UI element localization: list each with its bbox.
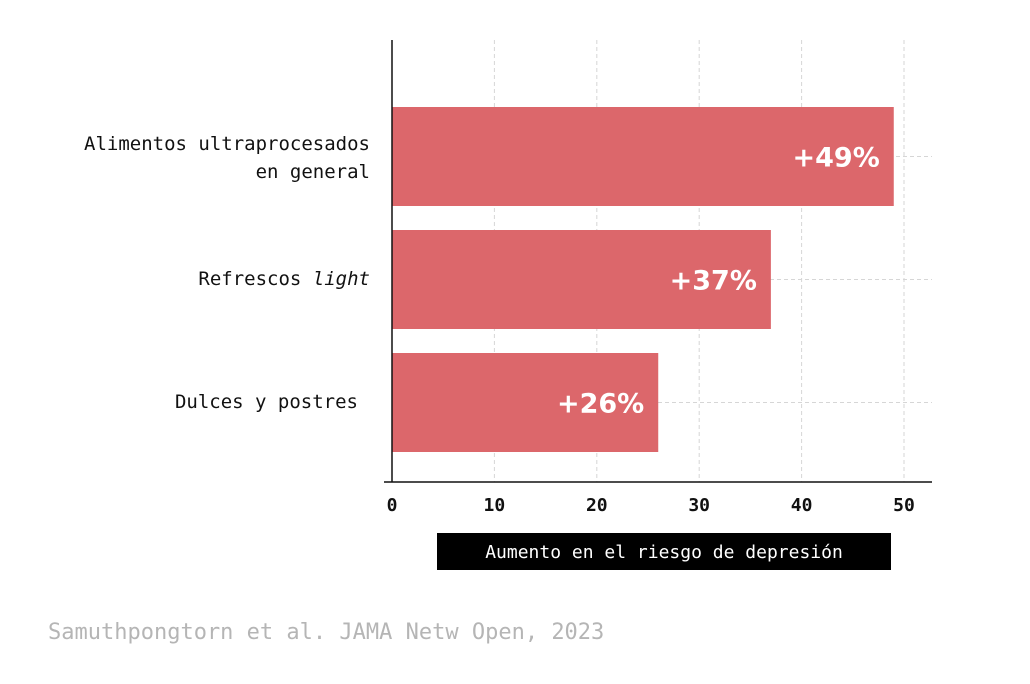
x-tick-label: 40: [791, 495, 813, 516]
x-tick-label: 20: [586, 495, 608, 516]
x-tick-label: 10: [484, 495, 506, 516]
data-label: +49%: [793, 143, 880, 174]
category-label-part: Dulces y postres: [175, 391, 358, 413]
bar: [392, 107, 894, 206]
category-label: Dulces y postres: [175, 391, 358, 413]
category-label-part: light: [313, 268, 370, 290]
x-tick-label: 0: [387, 495, 398, 516]
bar-chart: +49% +37% +26% 0 10 20 30 40 50 Alimentos ultra…: [84, 40, 932, 570]
category-label: Alimentos ultraprocesados en general: [84, 133, 370, 183]
category-labels: Alimentos ultraprocesados en general Refre…: [84, 133, 370, 413]
category-label-part: Refrescos: [198, 268, 312, 290]
x-tick-label: 50: [893, 495, 915, 516]
x-tick-label: 30: [688, 495, 710, 516]
category-label: Refrescos light: [198, 268, 370, 290]
x-axis-label-box: [437, 533, 891, 570]
data-labels: +49% +37% +26%: [557, 143, 880, 420]
x-axis-label: Aumento en el riesgo de depresión: [437, 533, 891, 570]
bar: [392, 353, 659, 452]
category-label-line: en general: [256, 161, 370, 183]
x-ticks: 0 10 20 30 40 50: [387, 495, 915, 516]
category-label-line: Alimentos ultraprocesados: [84, 133, 370, 155]
x-axis-label-text: Aumento en el riesgo de depresión: [485, 542, 843, 563]
bars: [392, 107, 894, 452]
source-citation: Samuthpongtorn et al. JAMA Netw Open, 20…: [48, 620, 605, 645]
bar: [392, 230, 771, 329]
data-label: +37%: [670, 266, 757, 297]
data-label: +26%: [557, 389, 644, 420]
